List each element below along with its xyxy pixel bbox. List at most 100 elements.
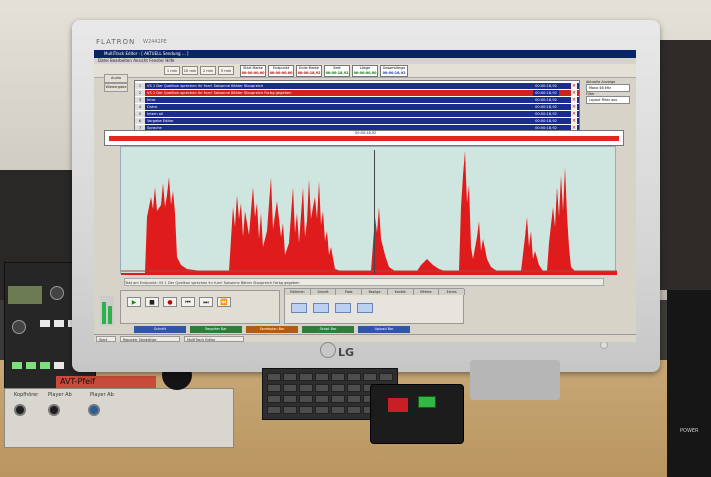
bottom-bar: Schnitt Reporter Bar Sendeplan Bar Skript B… [94, 326, 636, 334]
tab-2[interactable]: Fade [336, 289, 363, 295]
key[interactable] [283, 373, 297, 381]
rack-button[interactable] [26, 362, 36, 369]
list-item[interactable]: 3 Intro 00:00:18,92 × [135, 97, 579, 103]
zoom-button[interactable]: 10 min [182, 66, 198, 75]
record-button[interactable]: ● [163, 297, 177, 307]
key[interactable] [347, 373, 361, 381]
row-time: 00:00:18,92 [533, 104, 559, 110]
skip-back-button[interactable]: ⏮ [181, 297, 195, 307]
overview-bar[interactable]: 00:00:18,92 [104, 130, 624, 146]
key[interactable] [331, 384, 345, 392]
tab-0[interactable]: Editieren [285, 289, 311, 295]
edit-tool-icon[interactable] [313, 303, 329, 313]
key[interactable] [315, 395, 329, 403]
rack-button[interactable] [12, 362, 22, 369]
bottom-bar-item[interactable]: Skript Bar [302, 326, 354, 333]
key[interactable] [331, 406, 345, 414]
list-item[interactable]: 5 Intern ali 00:00:18,92 × [135, 111, 579, 117]
tab-4[interactable]: Kanäle [387, 289, 414, 295]
list-item[interactable]: 2 VS 2 Der Quellton sprechen ihr fuer! Sa… [135, 90, 579, 96]
close-icon[interactable]: × [571, 125, 577, 131]
key[interactable] [299, 406, 313, 414]
taskbar-item[interactable]: MultiTrack Editor [184, 336, 244, 342]
rack-button[interactable] [54, 362, 64, 369]
stop-button[interactable]: ■ [145, 297, 159, 307]
key[interactable] [299, 395, 313, 403]
close-icon[interactable]: × [571, 104, 577, 110]
rewind-button[interactable]: ⏪ [217, 297, 231, 307]
list-item[interactable]: 1 VS 1 Der Quellton sprechen ihr fuer! Sa… [135, 83, 579, 89]
right-shelf [650, 40, 711, 290]
key[interactable] [299, 384, 313, 392]
key[interactable] [267, 395, 281, 403]
key[interactable] [331, 373, 345, 381]
tab-1[interactable]: Schnitt [310, 289, 337, 295]
red-button[interactable] [388, 398, 408, 412]
audio-jack[interactable] [14, 404, 26, 416]
edit-tool-icon[interactable] [335, 303, 351, 313]
list-item[interactable]: 4 Outro 00:00:18,92 × [135, 104, 579, 110]
edit-tool-icon[interactable] [357, 303, 373, 313]
list-item[interactable]: 6 Vorgabe Editor 00:00:18,92 × [135, 118, 579, 124]
row-title: Sprache [147, 126, 162, 130]
rack-knob[interactable] [12, 320, 26, 334]
rack-button[interactable] [54, 320, 64, 327]
key[interactable] [363, 373, 377, 381]
tab-5[interactable]: Effekte [413, 289, 440, 295]
bottom-bar-item[interactable]: Schnitt [134, 326, 186, 333]
list-item[interactable]: 7 Sprache 00:00:18,92 × [135, 125, 579, 131]
bottom-bar-item[interactable]: Sendeplan Bar [246, 326, 298, 333]
bottom-bar-item[interactable]: Upload Bar [358, 326, 410, 333]
row-time: 00:00:18,92 [533, 83, 559, 89]
start-button[interactable]: Start [96, 336, 116, 342]
rack-button[interactable] [40, 362, 50, 369]
audio-jack[interactable] [88, 404, 100, 416]
key[interactable] [347, 406, 361, 414]
playhead-cursor[interactable] [374, 150, 375, 274]
key[interactable] [283, 406, 297, 414]
counter-sekt: Sekt 00:00:18,92 [324, 65, 350, 77]
key[interactable] [283, 395, 297, 403]
sidebar-item-audio[interactable]: Audio [104, 74, 128, 83]
rack-button[interactable] [40, 320, 50, 327]
bottom-bar-item[interactable]: Reporter Bar [190, 326, 242, 333]
play-button[interactable]: ▶ [127, 297, 141, 307]
filter-select[interactable]: Layout Filter aus [586, 96, 630, 104]
key[interactable] [267, 373, 281, 381]
close-icon[interactable]: × [571, 111, 577, 117]
key[interactable] [267, 384, 281, 392]
close-icon[interactable]: × [571, 97, 577, 103]
close-icon[interactable]: × [571, 90, 577, 96]
key[interactable] [315, 406, 329, 414]
key[interactable] [379, 373, 393, 381]
control-box [370, 384, 464, 444]
key[interactable] [331, 395, 345, 403]
display-select[interactable]: Mono 48 kHz [586, 84, 630, 92]
key[interactable] [283, 384, 297, 392]
edit-tool-icon[interactable] [291, 303, 307, 313]
green-switch[interactable] [418, 396, 436, 408]
zoom-button[interactable]: 5 min [218, 66, 234, 75]
zoom-button[interactable]: 1 min [164, 66, 180, 75]
toolbar: 1 min 10 min 2 min 5 min Start Marke 00:… [94, 64, 636, 78]
key[interactable] [267, 406, 281, 414]
close-icon[interactable]: × [571, 83, 577, 89]
rack-knob[interactable] [50, 286, 64, 300]
audio-jack[interactable] [48, 404, 60, 416]
key[interactable] [347, 395, 361, 403]
waveform-view[interactable] [120, 146, 617, 275]
skip-forward-button[interactable]: ⏭ [199, 297, 213, 307]
connector-panel [4, 388, 234, 448]
taskbar-item[interactable]: Reporter Sendeliste [120, 336, 180, 342]
key[interactable] [299, 373, 313, 381]
key[interactable] [315, 373, 329, 381]
close-icon[interactable]: × [571, 118, 577, 124]
key[interactable] [347, 384, 361, 392]
key[interactable] [315, 384, 329, 392]
power-icon[interactable] [600, 341, 608, 349]
menu-bar[interactable]: Datei Bearbeiten Ansicht Fenster Hilfe [98, 58, 175, 63]
sidebar-item-playback[interactable]: Wiedergabe [104, 83, 128, 92]
tab-6[interactable]: Extras [439, 289, 465, 295]
zoom-button[interactable]: 2 min [200, 66, 216, 75]
tab-3[interactable]: Bezüge [362, 289, 388, 295]
